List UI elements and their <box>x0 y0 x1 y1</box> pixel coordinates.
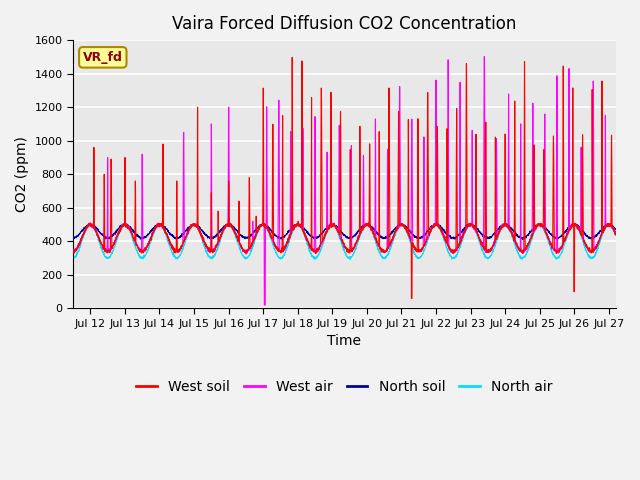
Legend: West soil, West air, North soil, North air: West soil, West air, North soil, North a… <box>131 374 558 399</box>
Title: Vaira Forced Diffusion CO2 Concentration: Vaira Forced Diffusion CO2 Concentration <box>172 15 516 33</box>
X-axis label: Time: Time <box>328 335 362 348</box>
Text: VR_fd: VR_fd <box>83 51 123 64</box>
Y-axis label: CO2 (ppm): CO2 (ppm) <box>15 136 29 212</box>
